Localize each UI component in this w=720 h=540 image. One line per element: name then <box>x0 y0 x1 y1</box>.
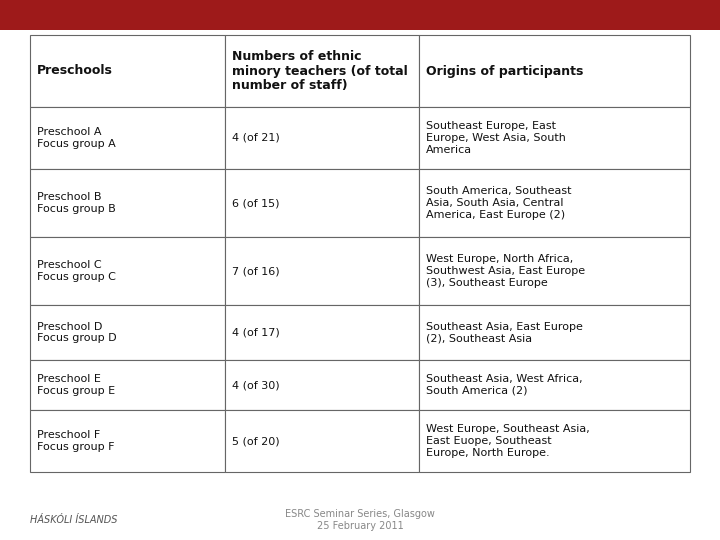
Bar <box>30 35 225 107</box>
Bar <box>30 237 225 305</box>
Text: Southeast Asia, East Europe
(2), Southeast Asia: Southeast Asia, East Europe (2), Southea… <box>426 322 583 343</box>
Bar <box>419 35 690 107</box>
Text: West Europe, Southeast Asia,
East Euope, Southeast
Europe, North Europe.: West Europe, Southeast Asia, East Euope,… <box>426 424 590 457</box>
Text: Preschool E
Focus group E: Preschool E Focus group E <box>37 374 115 396</box>
Text: Preschool D
Focus group D: Preschool D Focus group D <box>37 322 117 343</box>
Text: Southeast Europe, East
Europe, West Asia, South
America: Southeast Europe, East Europe, West Asia… <box>426 122 566 154</box>
Text: Numbers of ethnic
minory teachers (of total
number of staff): Numbers of ethnic minory teachers (of to… <box>232 50 408 92</box>
Text: Southeast Asia, West Africa,
South America (2): Southeast Asia, West Africa, South Ameri… <box>426 374 583 396</box>
Text: Origins of participants: Origins of participants <box>426 64 584 78</box>
Bar <box>225 35 419 107</box>
Text: South America, Southeast
Asia, South Asia, Central
America, East Europe (2): South America, Southeast Asia, South Asi… <box>426 186 572 220</box>
Text: Preschool B
Focus group B: Preschool B Focus group B <box>37 192 116 214</box>
Text: HÁSKÓLI ÍSLANDS: HÁSKÓLI ÍSLANDS <box>30 515 117 525</box>
Text: 6 (of 15): 6 (of 15) <box>232 198 279 208</box>
Bar <box>225 107 419 169</box>
Text: Preschools: Preschools <box>37 64 113 78</box>
Bar <box>225 410 419 472</box>
Text: 4 (of 21): 4 (of 21) <box>232 133 279 143</box>
Bar <box>30 305 225 360</box>
Bar <box>225 237 419 305</box>
Bar <box>419 360 690 410</box>
Text: 4 (of 30): 4 (of 30) <box>232 380 279 390</box>
Bar <box>419 107 690 169</box>
Bar <box>30 360 225 410</box>
Text: Preschool F
Focus group F: Preschool F Focus group F <box>37 430 114 452</box>
Text: Preschool C
Focus group C: Preschool C Focus group C <box>37 260 116 282</box>
Bar <box>419 237 690 305</box>
Bar <box>30 410 225 472</box>
Bar <box>225 360 419 410</box>
Bar <box>30 107 225 169</box>
Text: ESRC Seminar Series, Glasgow
25 February 2011: ESRC Seminar Series, Glasgow 25 February… <box>285 509 435 531</box>
Text: 4 (of 17): 4 (of 17) <box>232 327 279 338</box>
Bar <box>419 305 690 360</box>
Text: 5 (of 20): 5 (of 20) <box>232 436 279 446</box>
Text: 7 (of 16): 7 (of 16) <box>232 266 279 276</box>
Text: West Europe, North Africa,
Southwest Asia, East Europe
(3), Southeast Europe: West Europe, North Africa, Southwest Asi… <box>426 254 585 288</box>
Bar <box>225 169 419 237</box>
Bar <box>225 305 419 360</box>
Text: Preschool A
Focus group A: Preschool A Focus group A <box>37 127 116 149</box>
Bar <box>419 410 690 472</box>
Bar <box>419 169 690 237</box>
Bar <box>30 169 225 237</box>
Bar <box>0 0 720 30</box>
